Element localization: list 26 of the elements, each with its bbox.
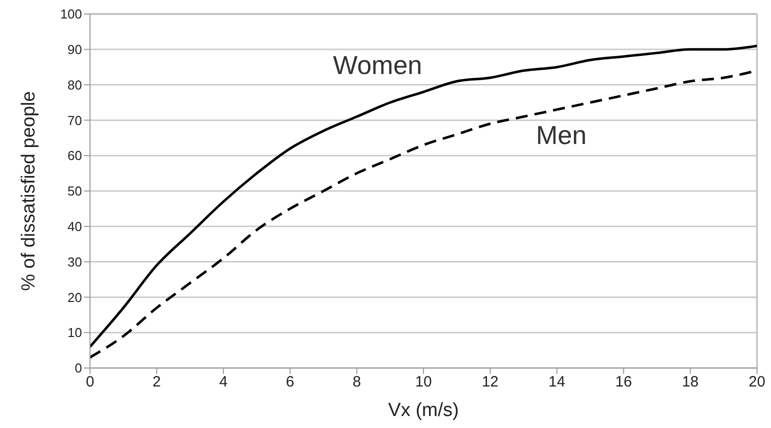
y-tick-label: 100 [60, 6, 82, 22]
x-tick-label: 20 [748, 374, 766, 391]
x-tick-label: 4 [219, 374, 228, 391]
x-axis-title: Vx (m/s) [388, 400, 459, 421]
y-tick-label: 10 [68, 325, 82, 340]
y-tick-label: 90 [68, 42, 82, 58]
x-tick-label: 14 [548, 374, 566, 391]
y-tick-label: 20 [68, 290, 82, 305]
x-tick-label: 0 [86, 374, 94, 391]
x-tick-label: 18 [682, 374, 699, 391]
y-tick-label: 80 [68, 77, 82, 92]
y-tick-label: 40 [68, 219, 82, 234]
x-tick-label: 8 [352, 374, 361, 391]
x-tick-label: 12 [482, 374, 499, 391]
y-tick-label: 0 [74, 360, 82, 376]
y-tick-label: 60 [68, 148, 82, 164]
series-label: Men [536, 120, 587, 151]
x-tick-label: 16 [615, 374, 632, 391]
x-tick-label: 6 [286, 374, 294, 391]
y-tick-label: 50 [68, 184, 82, 199]
series-label: Women [333, 50, 422, 81]
x-tick-label: 2 [152, 374, 161, 391]
y-axis-title: % of dissatisfied people [18, 91, 40, 291]
y-tick-label: 70 [68, 112, 82, 128]
y-tick-label: 30 [68, 254, 82, 270]
x-tick-label: 10 [415, 374, 432, 391]
